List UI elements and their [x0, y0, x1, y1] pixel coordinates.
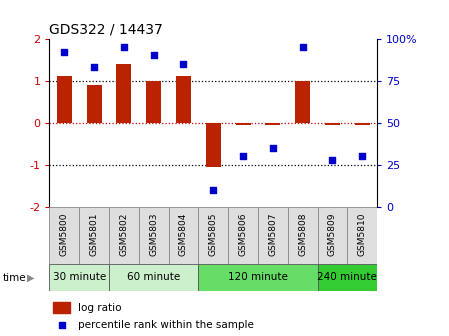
- Text: GSM5803: GSM5803: [149, 212, 158, 256]
- Text: GSM5807: GSM5807: [269, 212, 277, 256]
- Point: [180, 61, 187, 67]
- Point: [58, 323, 66, 328]
- Bar: [146, 81, 161, 123]
- Text: GSM5800: GSM5800: [60, 212, 69, 256]
- Text: 30 minute: 30 minute: [53, 272, 106, 282]
- Point: [269, 145, 277, 151]
- Bar: [206, 123, 221, 167]
- Text: ▶: ▶: [27, 273, 35, 283]
- Bar: [87, 85, 101, 123]
- Point: [239, 154, 247, 159]
- Point: [210, 187, 217, 193]
- Bar: [265, 123, 280, 125]
- Bar: [109, 207, 139, 264]
- Text: GSM5801: GSM5801: [90, 212, 99, 256]
- Bar: [49, 207, 79, 264]
- Bar: [79, 207, 109, 264]
- Bar: [49, 264, 109, 291]
- Bar: [116, 64, 131, 123]
- Bar: [176, 77, 191, 123]
- Text: log ratio: log ratio: [78, 303, 122, 313]
- Bar: [295, 81, 310, 123]
- Point: [150, 53, 157, 58]
- Point: [299, 44, 306, 50]
- Bar: [258, 207, 288, 264]
- Bar: [355, 123, 370, 125]
- Point: [329, 157, 336, 162]
- Text: percentile rank within the sample: percentile rank within the sample: [78, 320, 254, 330]
- Bar: [198, 207, 228, 264]
- Point: [91, 65, 98, 70]
- Text: GSM5804: GSM5804: [179, 212, 188, 256]
- Bar: [228, 207, 258, 264]
- Bar: [236, 123, 251, 125]
- Bar: [109, 264, 198, 291]
- Bar: [139, 207, 168, 264]
- Bar: [317, 207, 348, 264]
- Bar: [325, 123, 340, 125]
- Point: [61, 49, 68, 55]
- Text: 120 minute: 120 minute: [228, 272, 288, 282]
- Bar: [53, 302, 70, 313]
- Bar: [317, 264, 377, 291]
- Text: GSM5810: GSM5810: [358, 212, 367, 256]
- Bar: [348, 207, 377, 264]
- Text: 240 minute: 240 minute: [317, 272, 377, 282]
- Text: 60 minute: 60 minute: [127, 272, 180, 282]
- Text: GSM5802: GSM5802: [119, 212, 128, 256]
- Text: time: time: [2, 273, 26, 283]
- Point: [359, 154, 366, 159]
- Text: GDS322 / 14437: GDS322 / 14437: [49, 22, 163, 36]
- Bar: [288, 207, 317, 264]
- Bar: [168, 207, 198, 264]
- Bar: [198, 264, 317, 291]
- Bar: [57, 77, 72, 123]
- Text: GSM5808: GSM5808: [298, 212, 307, 256]
- Text: GSM5809: GSM5809: [328, 212, 337, 256]
- Text: GSM5806: GSM5806: [238, 212, 247, 256]
- Point: [120, 44, 128, 50]
- Text: GSM5805: GSM5805: [209, 212, 218, 256]
